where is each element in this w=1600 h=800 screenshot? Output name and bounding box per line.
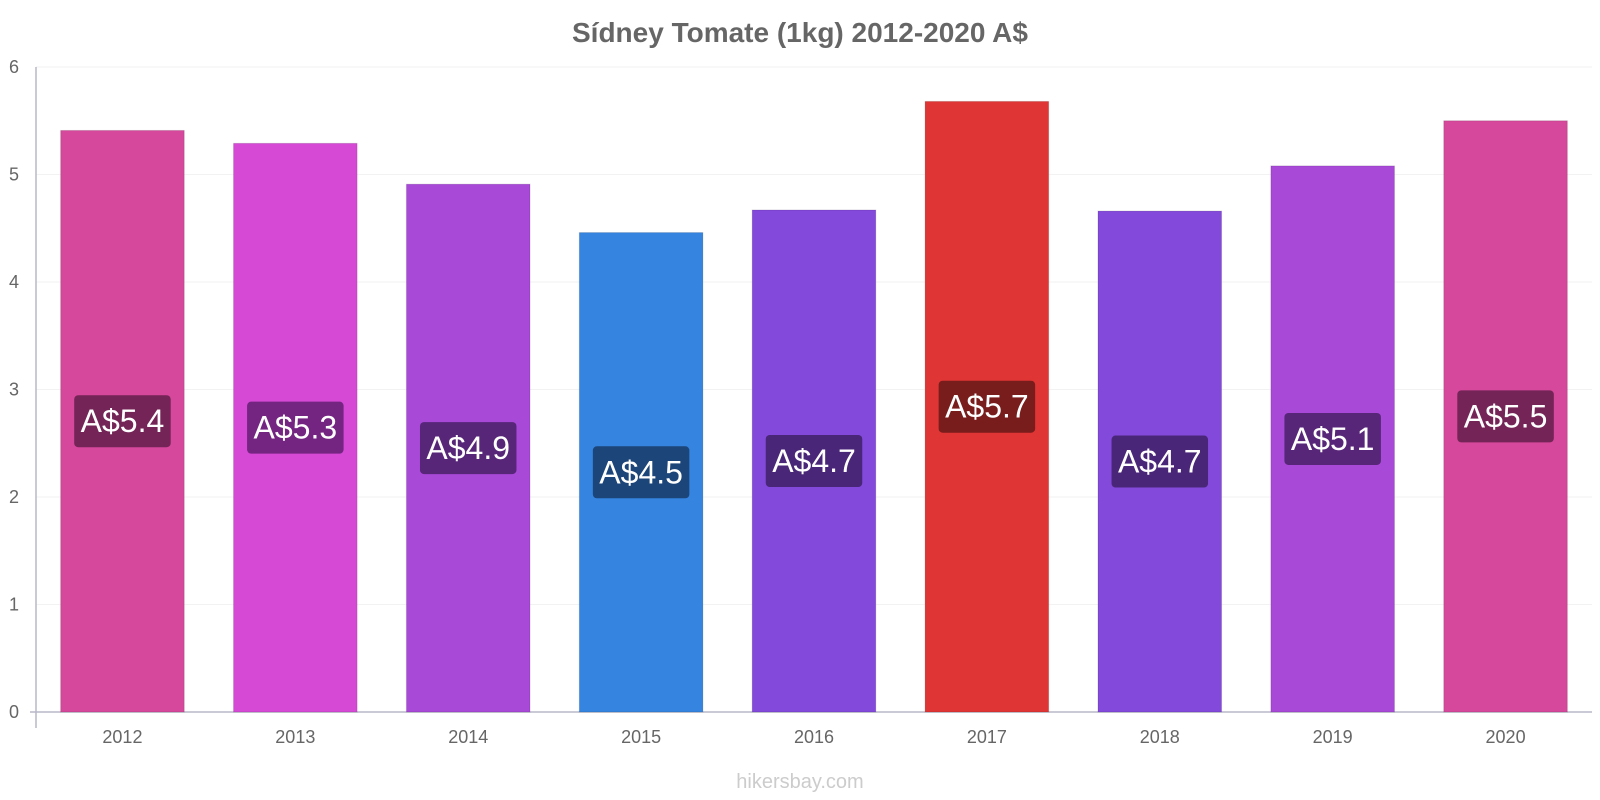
y-tick-label: 6 bbox=[9, 57, 19, 77]
data-label: A$5.7 bbox=[945, 389, 1029, 425]
data-label-box bbox=[765, 434, 863, 487]
data-label: A$4.9 bbox=[426, 430, 510, 466]
x-tick-label: 2019 bbox=[1313, 727, 1353, 747]
data-label: A$4.7 bbox=[1118, 444, 1202, 480]
x-tick-label: 2018 bbox=[1140, 727, 1180, 747]
chart-title: Sídney Tomate (1kg) 2012-2020 A$ bbox=[572, 17, 1028, 48]
y-tick-label: 4 bbox=[9, 272, 19, 292]
data-label: A$4.5 bbox=[599, 454, 683, 490]
data-label-box bbox=[247, 401, 344, 454]
data-label-box bbox=[1457, 390, 1554, 443]
data-label: A$5.4 bbox=[81, 403, 165, 439]
y-tick-label: 2 bbox=[9, 487, 19, 507]
data-label-box bbox=[1111, 435, 1209, 488]
x-tick-label: 2014 bbox=[448, 727, 488, 747]
y-tick-label: 0 bbox=[9, 702, 19, 722]
data-label: A$4.7 bbox=[772, 443, 856, 479]
y-tick-label: 5 bbox=[9, 165, 19, 185]
x-tick-label: 2016 bbox=[794, 727, 834, 747]
x-tick-label: 2020 bbox=[1486, 727, 1526, 747]
y-tick-label: 1 bbox=[9, 595, 19, 615]
x-tick-label: 2015 bbox=[621, 727, 661, 747]
data-label: A$5.5 bbox=[1464, 398, 1548, 434]
data-label: A$5.1 bbox=[1291, 421, 1375, 457]
data-labels: A$5.4 A$5.3 A$4.9 A$4.5 A$4.7 A$5.7 A$4.7 A$5.1… bbox=[74, 380, 1554, 499]
data-label-box bbox=[74, 395, 171, 448]
data-label: A$5.3 bbox=[254, 410, 338, 446]
data-label-box bbox=[938, 380, 1036, 433]
x-tick-label: 2012 bbox=[102, 727, 142, 747]
data-label-box bbox=[1284, 412, 1381, 465]
watermark: hikersbay.com bbox=[736, 771, 863, 793]
data-label-box bbox=[419, 422, 517, 475]
x-tick-label: 2017 bbox=[967, 727, 1007, 747]
data-label-box bbox=[592, 446, 690, 499]
y-tick-label: 3 bbox=[9, 380, 19, 400]
x-tick-label: 2013 bbox=[275, 727, 315, 747]
